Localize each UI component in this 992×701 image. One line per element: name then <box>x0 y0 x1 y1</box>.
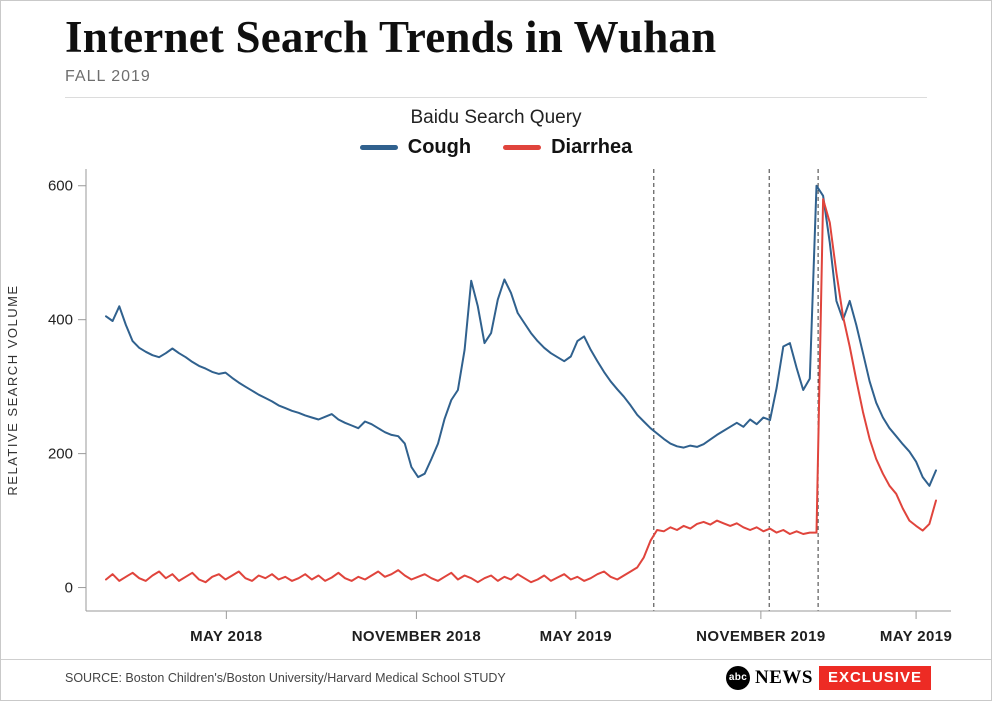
page-subtitle: FALL 2019 <box>65 67 151 85</box>
cough-swatch <box>359 144 398 150</box>
x-tick-label: NOVEMBER 2018 <box>352 628 481 645</box>
header-divider <box>65 96 927 98</box>
exclusive-badge: EXCLUSIVE <box>818 665 931 690</box>
y-axis-title: RELATIVE SEARCH VOLUME <box>5 284 20 495</box>
x-tick-label: NOVEMBER 2019 <box>696 628 825 645</box>
y-tick-label: 400 <box>48 312 73 329</box>
page-title: Internet Search Trends in Wuhan <box>65 12 717 62</box>
y-tick-label: 0 <box>65 579 73 596</box>
cough-line <box>105 184 937 487</box>
y-tick-label: 600 <box>48 178 73 195</box>
footer: SOURCE: Boston Children's/Boston Univers… <box>1 660 991 690</box>
x-tick-label: MAY 2019 <box>880 628 952 645</box>
legend-item-diarrhea: Diarrhea <box>503 136 632 159</box>
legend-row: Cough Diarrhea <box>1 136 991 159</box>
footer-divider <box>1 658 991 660</box>
diarrhea-swatch <box>503 144 542 150</box>
diarrhea-line <box>105 197 937 584</box>
x-tick-label: MAY 2018 <box>190 628 262 645</box>
legend-label-diarrhea: Diarrhea <box>551 135 633 158</box>
header: Internet Search Trends in Wuhan FALL 201… <box>1 1 991 86</box>
x-tick-label: MAY 2019 <box>540 628 612 645</box>
abc-logo-icon: abc <box>726 665 750 690</box>
legend-item-cough: Cough <box>359 135 472 159</box>
chart-legend: Baidu Search Query Cough Diarrhea <box>1 107 991 159</box>
legend-label-cough: Cough <box>407 135 472 158</box>
source-credit: SOURCE: Boston Children's/Boston Univers… <box>65 670 506 685</box>
legend-title: Baidu Search Query <box>410 106 582 128</box>
line-chart: 0 200 400 600 RELATIVE SEARCH VOLUME MAY 2018… <box>5 168 952 645</box>
abc-news-brand: abc NEWS EXCLUSIVE <box>726 665 931 690</box>
y-tick-label: 200 <box>48 446 73 463</box>
news-wordmark: NEWS <box>755 666 813 688</box>
